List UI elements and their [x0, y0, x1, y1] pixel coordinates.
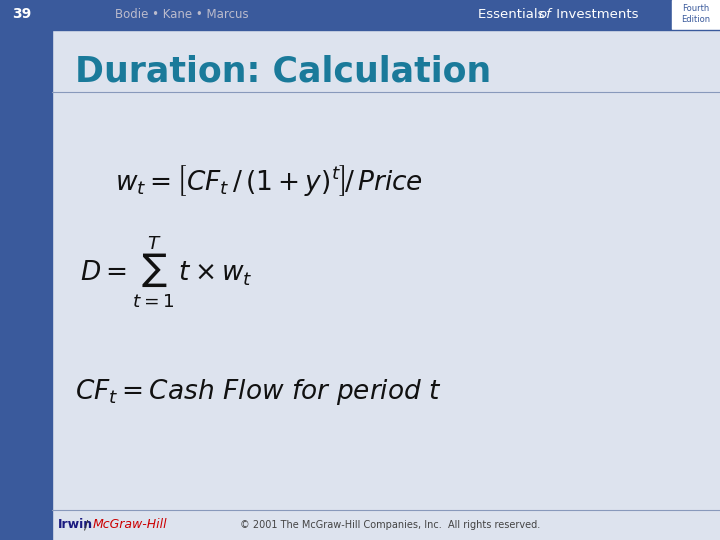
Text: 39: 39: [12, 7, 31, 21]
Text: Irwin: Irwin: [58, 518, 93, 531]
Text: $D = \sum_{t=1}^{T}\, t \times w_t$: $D = \sum_{t=1}^{T}\, t \times w_t$: [80, 234, 253, 310]
Text: Essentials: Essentials: [478, 8, 549, 21]
Text: © 2001 The McGraw-Hill Companies, Inc.  All rights reserved.: © 2001 The McGraw-Hill Companies, Inc. A…: [240, 520, 540, 530]
Text: Bodie • Kane • Marcus: Bodie • Kane • Marcus: [115, 8, 248, 21]
Text: Investments: Investments: [552, 8, 639, 21]
Text: /: /: [84, 518, 89, 531]
Text: $w_t = \left[CF_t\,/\,(1+y)^t\right]\!/\,Price$: $w_t = \left[CF_t\,/\,(1+y)^t\right]\!/\…: [115, 163, 423, 198]
Text: $CF_t = Cash\ Flow\ for\ period\ t$: $CF_t = Cash\ Flow\ for\ period\ t$: [75, 377, 442, 407]
Text: of: of: [538, 8, 551, 21]
Bar: [672, 0, 720, 29]
Text: McGraw-Hill: McGraw-Hill: [93, 518, 168, 531]
Text: Fourth
Edition: Fourth Edition: [681, 4, 711, 24]
Bar: [0, 0, 52, 540]
Bar: [0, 0, 720, 29]
Text: Duration: Calculation: Duration: Calculation: [75, 55, 491, 89]
